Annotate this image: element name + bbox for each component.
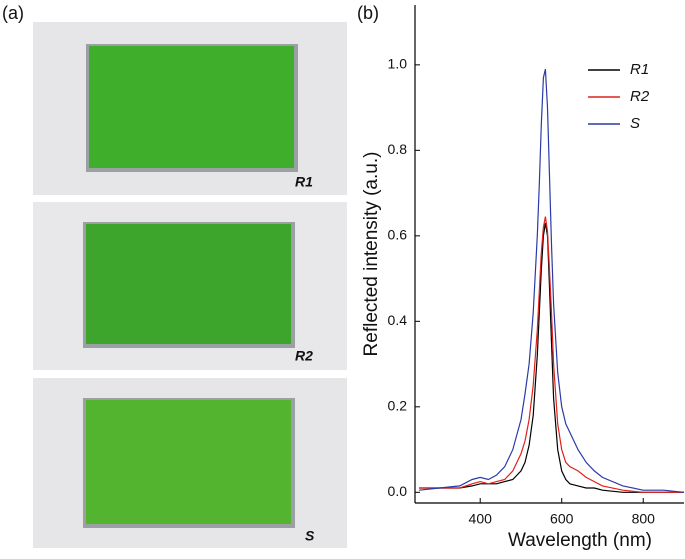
y-axis-label: Reflected intensity (a.u.) [361,152,382,357]
y-tick-label: 0.0 [388,483,408,499]
photo [33,378,347,548]
legend-label: R1 [630,61,649,78]
photo-label: S [305,528,315,544]
photo [33,202,347,370]
x-tick-label: 400 [469,511,493,527]
panel-label: (b) [357,3,379,23]
y-tick-label: 0.6 [388,227,408,243]
x-tick-label: 800 [632,511,656,527]
legend-label: R2 [630,88,650,105]
photo-label: R2 [295,348,313,364]
series-line [419,222,684,493]
photo-label: R1 [295,174,313,190]
series-line [419,68,685,493]
series-line [419,216,684,493]
y-tick-label: 1.0 [388,56,408,72]
y-tick-label: 0.8 [388,141,408,157]
y-tick-label: 0.2 [388,398,408,414]
y-tick-label: 0.4 [388,312,408,328]
panel-label: (a) [2,3,24,23]
x-axis-label: Wavelength (nm) [508,530,652,551]
legend-label: S [630,115,640,132]
x-tick-label: 600 [550,511,574,527]
photo [33,22,347,195]
